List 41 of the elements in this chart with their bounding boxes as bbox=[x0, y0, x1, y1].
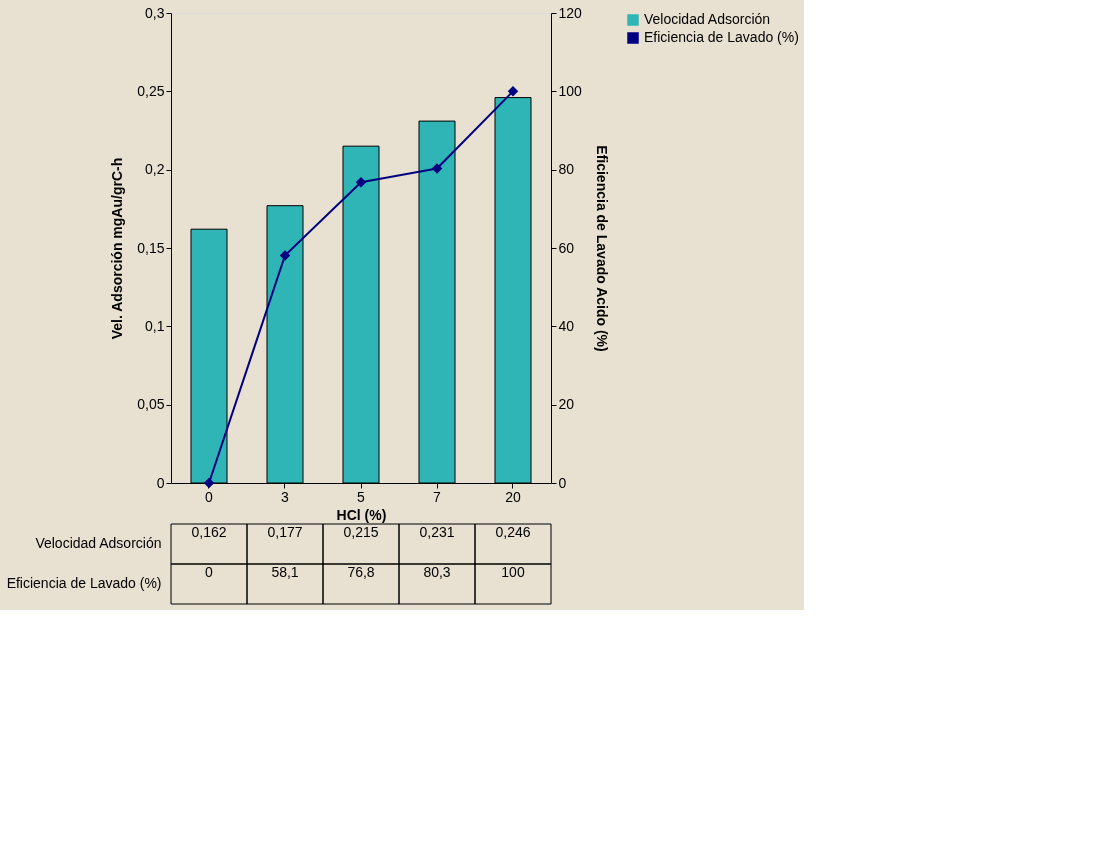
y-tick-label: 0,05 bbox=[137, 396, 165, 413]
text: Eficiencia de Lavado (%) bbox=[6, 575, 162, 591]
x-tick-label: 5 bbox=[357, 488, 366, 505]
x-tick-label: 7 bbox=[433, 488, 442, 505]
y-tick-label: 0,1 bbox=[145, 317, 165, 334]
point bbox=[355, 176, 367, 188]
data-label: 0 bbox=[205, 564, 214, 580]
x-tick-label: 3 bbox=[281, 488, 290, 505]
y2-tick-label: 60 bbox=[558, 239, 575, 256]
legend-label: Eficiencia de Lavado (%) bbox=[644, 29, 799, 45]
data-label: 58,1 bbox=[271, 564, 299, 580]
y-tick-label: 0 bbox=[156, 474, 165, 491]
data-label: 0,162 bbox=[191, 524, 227, 540]
point bbox=[431, 163, 443, 174]
data-label: 0,177 bbox=[267, 524, 303, 540]
point bbox=[279, 250, 291, 261]
y-axis-title: Vel. Adsorción mgAu/grC-h bbox=[109, 157, 126, 340]
y2-axis-title: Eficiencia de Lavado Acido (%) bbox=[593, 145, 610, 352]
legend-label: Velocidad Adsorción bbox=[644, 11, 771, 27]
text: Velocidad Adsorción bbox=[35, 535, 162, 551]
point bbox=[203, 477, 215, 489]
data-label: 0,246 bbox=[495, 524, 531, 540]
y-tick-label: 0,15 bbox=[137, 239, 165, 256]
x-axis-title: HCl (%) bbox=[336, 506, 387, 523]
y-tick-label: 0,25 bbox=[137, 82, 165, 99]
y2-tick-label: 120 bbox=[558, 4, 583, 21]
data-label: 0,215 bbox=[343, 524, 379, 540]
y2-tick-label: 80 bbox=[558, 161, 575, 178]
y2-tick-label: 40 bbox=[558, 317, 575, 334]
y2-tick-label: 100 bbox=[558, 82, 583, 99]
data-label: 0,231 bbox=[419, 524, 455, 540]
y-tick-label: 0,2 bbox=[145, 161, 165, 178]
x-tick-label: 0 bbox=[205, 488, 214, 505]
x-tick-label: 20 bbox=[505, 488, 521, 505]
data-label: 80,3 bbox=[423, 564, 451, 580]
y2-tick-label: 20 bbox=[558, 396, 575, 413]
data-label: 76,8 bbox=[347, 564, 375, 580]
y-tick-label: 0,3 bbox=[145, 4, 165, 21]
point bbox=[507, 86, 519, 97]
y2-tick-label: 0 bbox=[558, 474, 567, 491]
data-label: 100 bbox=[501, 564, 525, 580]
